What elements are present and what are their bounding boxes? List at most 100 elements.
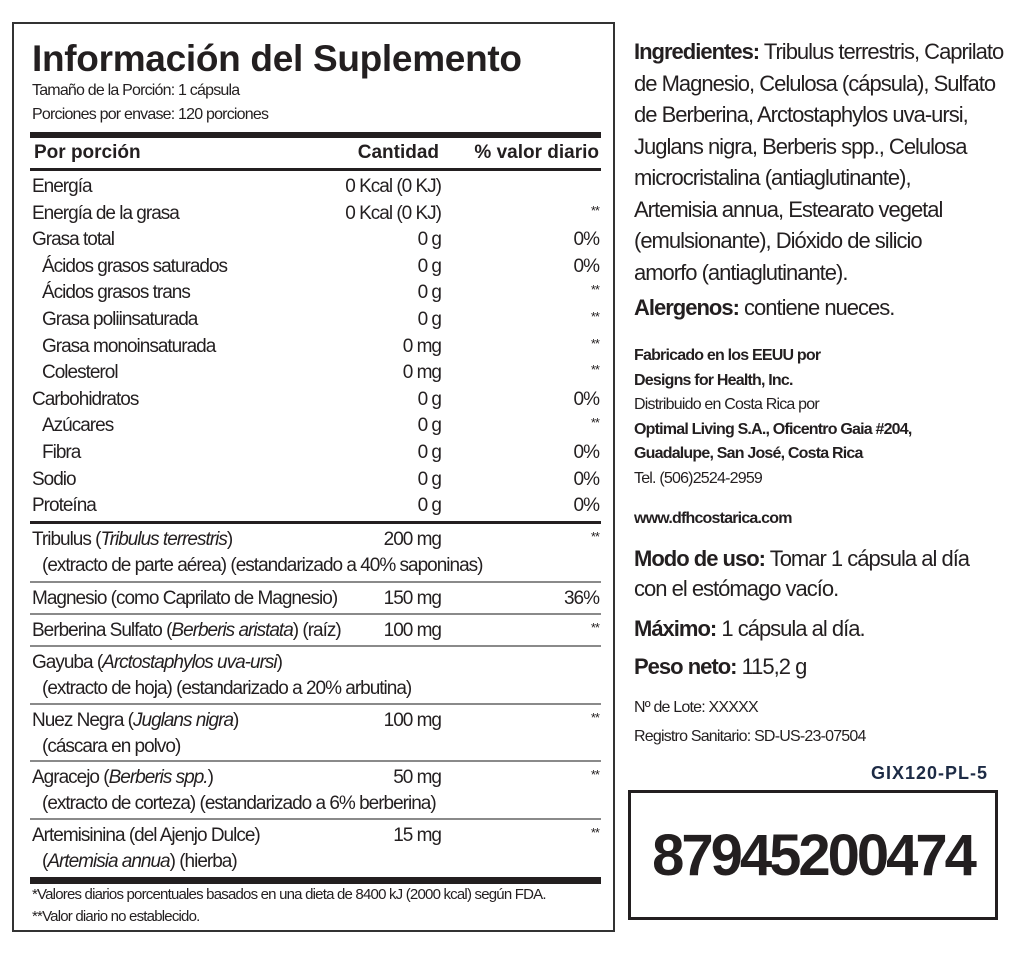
ingredient-detail: (extracto de hoja) (estandarizado a 20% … <box>42 678 412 699</box>
nutrient-dv: ** <box>590 335 600 351</box>
nutrient-name: Fibra <box>42 442 81 463</box>
nutrient-name: Colesterol <box>42 362 119 384</box>
nutrient-dv: ** <box>590 415 600 431</box>
row-divider <box>30 818 601 820</box>
ingredients-line: Artemisia annua, Estearato vegetal <box>634 196 943 222</box>
ingredient-dv: ** <box>590 529 600 544</box>
nutrient-row: Carbohidratos 0 g 0% <box>32 387 600 414</box>
ingredient-latin: Arctostaphylos uva-ursi <box>102 652 277 673</box>
nutrient-dv: 0% <box>573 255 600 277</box>
nutrient-amount: 0 mg <box>402 335 442 357</box>
ingredient-name: Berberina Sulfato ( <box>32 620 172 641</box>
nutrient-amount: 0 g <box>417 415 442 437</box>
ingredient-dv: ** <box>590 825 600 840</box>
nutrient-amount: 0 g <box>417 468 442 490</box>
nutrient-amount: 0 g <box>417 282 442 304</box>
nutrient-row: Grasa total 0 g 0% <box>32 227 600 254</box>
nutrient-row: Ácidos grasos trans 0 g ** <box>32 280 600 307</box>
divider-thick <box>30 132 601 138</box>
ingredient-row: Artemisinina (del Ajenjo Dulce) (Artemisi… <box>32 823 600 875</box>
manufacturer-info: Fabricado en los EEUU por Designs for He… <box>634 344 912 491</box>
row-divider <box>30 581 601 583</box>
phone: Tel. (506)2524-2959 <box>634 469 763 487</box>
barcode-box: 87945200474 <box>628 790 998 920</box>
max-label: Máximo: <box>634 616 717 641</box>
max-value: 1 cápsula al día. <box>716 616 865 641</box>
ingredients-line: Tribulus terrestris, Caprilato <box>759 39 1004 64</box>
ingredient-row: Agracejo (Berberis spp.) (extracto de cor… <box>32 765 600 817</box>
nutrient-name: Carbohidratos <box>32 388 139 410</box>
footnote-not-established: **Valor diario no establecido. <box>32 908 200 925</box>
nutrient-name: Sodio <box>32 468 77 490</box>
ingredient-amount: 200 mg <box>383 529 442 550</box>
ingredient-row: Gayuba (Arctostaphylos uva-ursi) (extract… <box>32 650 599 702</box>
ingredient-latin: Juglans nigra <box>133 710 234 731</box>
ingredient-row: Tribulus (Tribulus terrestris) (extracto … <box>32 527 600 579</box>
nutrient-name: Ácidos grasos trans <box>42 282 191 304</box>
ingredient-row: Magnesio (como Caprilato de Magnesio) 150… <box>32 586 600 612</box>
ingredient-amount: 100 mg <box>383 620 442 641</box>
nutrient-row: Colesterol 0 mg ** <box>32 360 600 387</box>
ingredient-name: Gayuba ( <box>32 652 103 673</box>
row-divider <box>30 760 601 762</box>
nutrient-row: Energía 0 Kcal (0 KJ) <box>32 174 599 201</box>
ingredient-detail: (Artemisia annua) (hierba) <box>42 851 238 872</box>
ingredient-detail: (cáscara en polvo) <box>42 736 181 757</box>
ingredient-name: Agracejo ( <box>32 767 110 788</box>
nutrient-dv: ** <box>590 362 600 378</box>
ingredient-amount: 50 mg <box>393 767 442 788</box>
nutrient-amount: 0 g <box>417 388 442 410</box>
ingredients-label: Ingredientes: <box>634 39 760 64</box>
header-amount: Cantidad <box>357 142 439 163</box>
nutrient-name: Energía de la grasa <box>32 202 180 224</box>
row-divider <box>30 703 601 705</box>
ingredient-name: Artemisinina (del Ajenjo Dulce) <box>32 825 261 846</box>
nutrient-dv: 0% <box>573 229 600 251</box>
divider <box>30 521 601 524</box>
nutrient-name: Azúcares <box>42 415 114 437</box>
website: www.dfhcostarica.com <box>634 510 792 527</box>
ingredient-amount: 15 mg <box>393 825 442 846</box>
serving-size: Tamaño de la Porción: 1 cápsula <box>32 82 240 99</box>
nutrient-row: Ácidos grasos saturados 0 g 0% <box>32 254 600 281</box>
weight-value: 115,2 g <box>736 654 808 679</box>
nutrient-amount: 0 g <box>417 442 442 463</box>
ingredient-name-suffix: ) <box>233 710 239 731</box>
ingredient-name-suffix: ) <box>276 652 283 673</box>
ingredient-dv: ** <box>590 767 600 782</box>
ingredient-row: Nuez Negra (Juglans nigra) (cáscara en po… <box>32 708 600 760</box>
ingredient-dv: ** <box>590 620 600 635</box>
table-header: Por porción Cantidad % valor diario <box>32 142 599 168</box>
ingredient-latin: Tribulus terrestris <box>100 529 227 550</box>
nutrient-dv: 0% <box>573 442 600 463</box>
facts-title: Información del Suplemento <box>32 38 522 79</box>
weight-label: Peso neto: <box>634 654 737 679</box>
nutrient-row: Proteína 0 g 0% <box>32 493 600 520</box>
servings-per-container: Porciones por envase: 120 porciones <box>32 106 269 123</box>
allergens-value: contiene nueces. <box>738 295 895 320</box>
header-dv: % valor diario <box>474 142 599 163</box>
row-divider <box>30 613 601 615</box>
nutrient-dv: ** <box>590 309 600 324</box>
distributor-address: Guadalupe, San José, Costa Rica <box>634 445 863 462</box>
ingredients-text: Ingredientes: Tribulus terrestris, Capri… <box>634 36 1004 288</box>
ingredients-line: de Magnesio, Celulosa (cápsula), Sulfato <box>634 70 996 96</box>
nutrient-name: Proteína <box>32 495 97 517</box>
ingredient-name: Magnesio (como Caprilato de Magnesio) <box>32 588 338 609</box>
ingredient-name: Tribulus ( <box>32 529 101 550</box>
distributor-line: Optimal Living S.A., Oficentro Gaia #204… <box>634 420 912 438</box>
ingredient-row: Berberina Sulfato (Berberis aristata) (r… <box>32 618 600 644</box>
usage-text: con el estómago vacío. <box>634 576 839 601</box>
maximum: Máximo: 1 cápsula al día. <box>634 614 866 644</box>
nutrient-row: Energía de la grasa 0 Kcal (0 KJ) ** <box>32 201 600 228</box>
ingredients-line: amorfo (antiaglutinante). <box>634 259 848 285</box>
ingredient-amount: 150 mg <box>383 588 442 609</box>
ingredient-latin: Berberis aristata <box>171 620 293 641</box>
nutrient-amount: 0 g <box>417 495 442 517</box>
usage-text: Tomar 1 cápsula al día <box>764 546 970 571</box>
footnote-daily-values: *Valores diarios porcentuales basados en… <box>32 886 547 903</box>
divider <box>30 168 601 171</box>
allergens: Alergenos: contiene nueces. <box>634 292 895 324</box>
ingredient-dv: ** <box>590 710 600 725</box>
ingredients-line: Juglans nigra, Berberis spp., Celulosa <box>634 133 968 159</box>
